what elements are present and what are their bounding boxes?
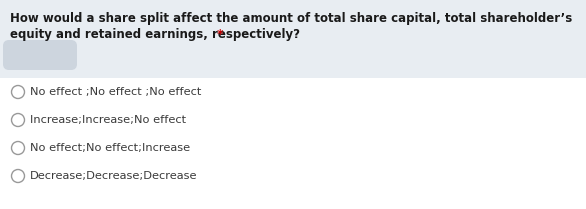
Circle shape (12, 169, 25, 182)
Text: No effect;No effect;Increase: No effect;No effect;Increase (29, 143, 190, 153)
FancyBboxPatch shape (0, 0, 586, 78)
Text: Decrease;Decrease;Decrease: Decrease;Decrease;Decrease (29, 171, 197, 181)
Text: No effect ;No effect ;No effect: No effect ;No effect ;No effect (29, 87, 201, 97)
Circle shape (12, 113, 25, 126)
Text: How would a share split affect the amount of total share capital, total sharehol: How would a share split affect the amoun… (10, 12, 573, 25)
Circle shape (12, 85, 25, 98)
FancyBboxPatch shape (3, 40, 77, 70)
Text: Increase;Increase;No effect: Increase;Increase;No effect (29, 115, 186, 125)
Text: equity and retained earnings, respectively?: equity and retained earnings, respective… (10, 28, 300, 41)
Text: *: * (213, 28, 223, 41)
Circle shape (12, 141, 25, 154)
